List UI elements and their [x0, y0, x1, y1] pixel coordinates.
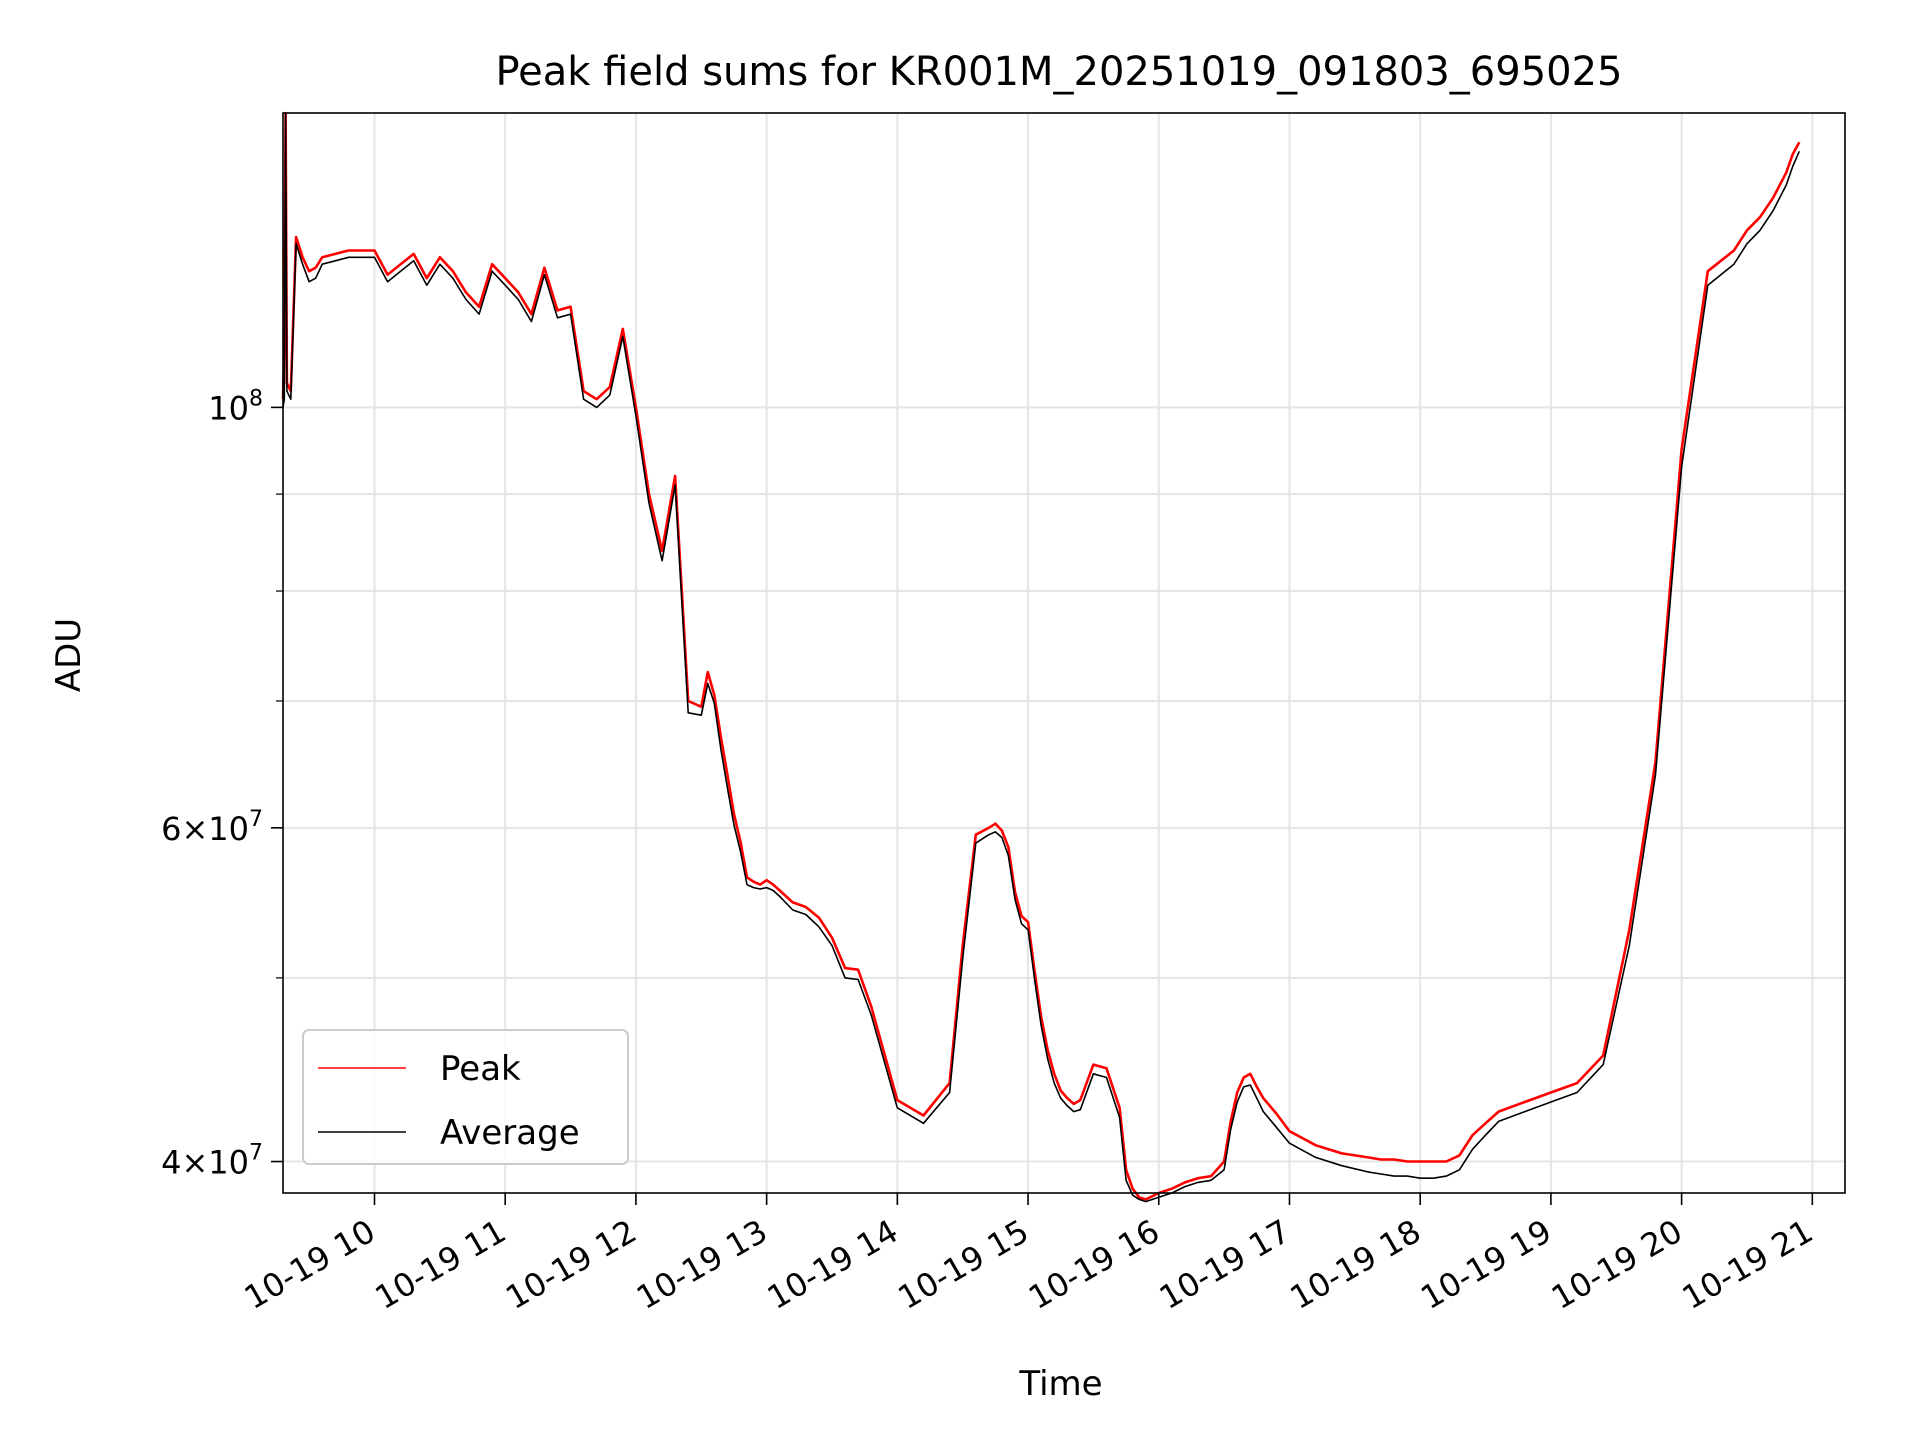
legend-box [302, 1029, 629, 1165]
chart-title: Peak field sums for KR001M_20251019_0918… [495, 49, 1622, 95]
legend-label-peak: Peak [440, 1049, 521, 1089]
series-line-peak [281, 111, 1801, 1201]
plot-frame [282, 112, 1846, 1194]
y-tick-label: 4×107 [161, 1141, 263, 1182]
grid [283, 113, 1845, 1193]
y-tick-label: 108 [208, 386, 263, 427]
x-axis-label: Time [1018, 1364, 1102, 1404]
plot-series [281, 111, 1801, 1203]
y-axis-label: ADU [49, 618, 89, 692]
legend-label-average: Average [440, 1113, 580, 1153]
series-line-average [282, 112, 1801, 1203]
y-tick-label: 6×107 [161, 807, 263, 848]
legend: Peak Average [302, 1029, 629, 1165]
